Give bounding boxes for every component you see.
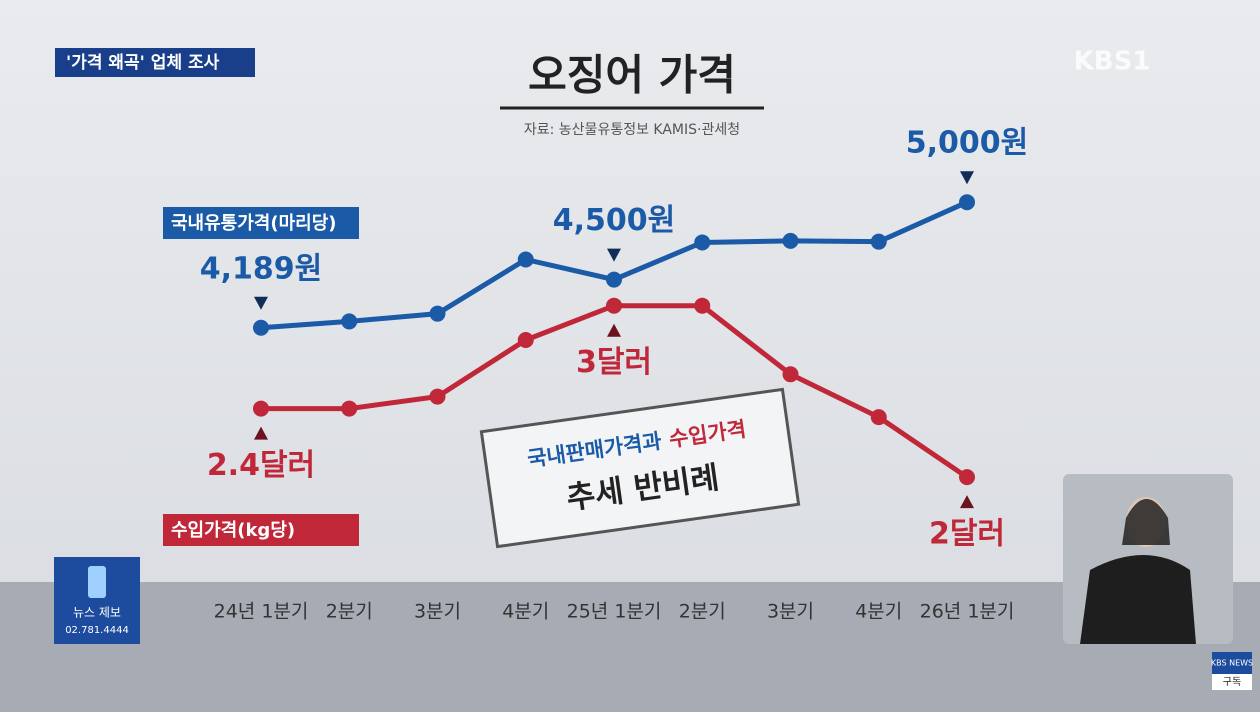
data-point	[253, 400, 269, 417]
data-point	[341, 313, 358, 330]
label-pointer	[254, 296, 268, 310]
data-label: 2달러	[929, 517, 1005, 552]
interpreter-hair	[1122, 499, 1170, 545]
label-pointer	[607, 248, 621, 262]
data-label: 4,189원	[200, 251, 323, 286]
x-tick-label: 4분기	[855, 601, 902, 623]
data-point	[253, 319, 269, 336]
data-label: 3달러	[576, 345, 652, 380]
data-point	[782, 232, 799, 249]
data-label: 2.4달러	[207, 448, 315, 483]
data-point	[429, 305, 446, 322]
label-pointer	[607, 323, 621, 337]
x-tick-label: 24년 1분기	[214, 601, 309, 623]
x-tick-label: 26년 1분기	[920, 601, 1015, 623]
x-tick-label: 2분기	[326, 601, 373, 623]
tip-title: 뉴스 제보	[73, 606, 121, 620]
label-pointer	[960, 495, 974, 509]
x-tick-label: 2분기	[679, 601, 726, 623]
legend-badge	[163, 514, 359, 546]
data-point	[959, 469, 975, 486]
sub-badge-top	[1212, 652, 1252, 674]
data-point	[870, 409, 887, 426]
callout: 국내판매가격과 수입가격 추세 반비례	[479, 387, 801, 549]
tip-phone: 02.781.4444	[65, 625, 129, 636]
data-point	[517, 251, 534, 268]
data-point	[694, 297, 711, 314]
interpreter-body	[1080, 555, 1196, 644]
sub-action: 구독	[1223, 676, 1241, 688]
sub-brand: KBS NEWS	[1211, 659, 1253, 668]
data-point	[429, 388, 446, 405]
callout-box	[479, 387, 801, 549]
legend-label: 수입가격(kg당)	[171, 519, 295, 541]
data-point	[782, 366, 799, 383]
axis-band	[0, 582, 1260, 712]
phone-icon	[88, 566, 106, 598]
data-point	[870, 233, 887, 250]
topic-badge	[55, 48, 255, 77]
data-point	[606, 297, 622, 314]
data-point	[606, 271, 622, 288]
x-tick-label: 4분기	[502, 601, 549, 623]
legend-badge	[163, 207, 359, 239]
data-point	[959, 194, 975, 211]
logo: KBS1	[1074, 47, 1151, 77]
data-point	[341, 400, 358, 417]
data-label: 5,000원	[906, 126, 1029, 161]
chart-title: 오징어 가격	[528, 51, 736, 100]
legend-label: 국내유통가격(마리당)	[171, 213, 337, 234]
data-point	[517, 332, 534, 348]
x-tick-label: 3분기	[414, 601, 461, 623]
x-tick-label: 3분기	[767, 601, 814, 623]
label-pointer	[960, 171, 974, 185]
label-pointer	[254, 426, 268, 440]
x-tick-label: 25년 1분기	[567, 601, 662, 623]
data-label: 4,500원	[553, 203, 676, 238]
subtitle: 자료: 농산물유통정보 KAMIS·관세청	[524, 122, 740, 138]
topic: '가격 왜곡' 업체 조사	[66, 53, 220, 73]
data-point	[694, 234, 711, 251]
